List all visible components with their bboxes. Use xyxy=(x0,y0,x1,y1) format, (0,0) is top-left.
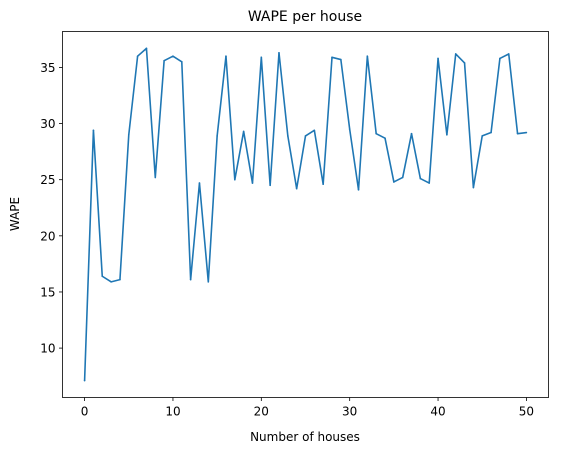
data-point xyxy=(481,135,484,137)
data-point xyxy=(304,135,307,137)
data-point xyxy=(216,135,218,137)
data-point xyxy=(490,131,492,134)
y-axis-ticks: 10 15 20 25 30 35 xyxy=(40,61,63,356)
data-point xyxy=(145,47,148,50)
data-point xyxy=(340,58,342,61)
x-axis-label: Number of houses xyxy=(250,430,360,444)
plot-frame xyxy=(62,31,549,398)
data-point xyxy=(463,62,466,64)
y-tick-label: 25 xyxy=(40,173,55,187)
data-point xyxy=(251,182,254,184)
data-point xyxy=(313,129,316,132)
series-line-wape xyxy=(83,47,527,381)
data-point xyxy=(516,132,519,135)
x-axis-ticks: 0 10 20 30 40 50 xyxy=(81,397,534,419)
data-point xyxy=(225,55,227,57)
x-tick-label: 20 xyxy=(254,405,269,419)
data-point xyxy=(295,187,298,190)
data-point xyxy=(375,132,377,135)
data-point xyxy=(401,176,404,179)
data-point xyxy=(507,53,510,55)
data-point xyxy=(101,275,104,278)
plot-area: 10 15 20 25 30 35 0 10 20 30 40 50 xyxy=(40,31,549,419)
data-point xyxy=(348,128,351,130)
data-point xyxy=(163,59,165,62)
chart-title: WAPE per house xyxy=(248,9,362,25)
data-point xyxy=(127,133,130,136)
data-point xyxy=(180,61,183,63)
data-point xyxy=(136,55,139,57)
data-point xyxy=(384,137,386,139)
y-tick-label: 30 xyxy=(40,117,55,131)
y-tick-label: 15 xyxy=(40,285,55,299)
data-point xyxy=(260,56,263,59)
data-point xyxy=(472,186,475,189)
data-point xyxy=(269,184,271,187)
x-tick-label: 40 xyxy=(430,405,445,419)
data-point xyxy=(119,278,121,281)
data-point xyxy=(428,182,431,184)
data-point xyxy=(393,181,395,183)
data-point xyxy=(437,57,439,60)
data-point xyxy=(154,176,157,179)
data-point xyxy=(419,177,422,180)
x-tick-label: 10 xyxy=(165,405,180,419)
data-point xyxy=(525,131,528,134)
data-point xyxy=(198,182,201,184)
data-point xyxy=(446,133,448,136)
data-point xyxy=(366,55,369,57)
data-point xyxy=(172,55,174,57)
data-point xyxy=(242,130,245,133)
data-point xyxy=(110,281,112,283)
x-tick-label: 50 xyxy=(519,405,534,419)
y-tick-label: 10 xyxy=(40,342,55,356)
series-points xyxy=(83,47,528,382)
data-point xyxy=(83,379,86,382)
data-point xyxy=(287,135,289,137)
data-point xyxy=(189,278,192,281)
data-point xyxy=(207,281,210,283)
x-tick-label: 0 xyxy=(81,405,89,419)
data-point xyxy=(322,183,324,185)
data-point xyxy=(331,56,333,59)
data-point xyxy=(92,129,95,132)
data-point xyxy=(410,132,413,135)
x-tick-label: 30 xyxy=(342,405,357,419)
data-point xyxy=(357,189,360,191)
y-axis-label: WAPE xyxy=(8,197,22,231)
data-point xyxy=(454,53,457,55)
data-point xyxy=(499,57,501,60)
y-tick-label: 35 xyxy=(40,61,55,75)
y-tick-label: 20 xyxy=(40,229,55,243)
data-point xyxy=(278,52,280,54)
data-point xyxy=(234,178,236,181)
